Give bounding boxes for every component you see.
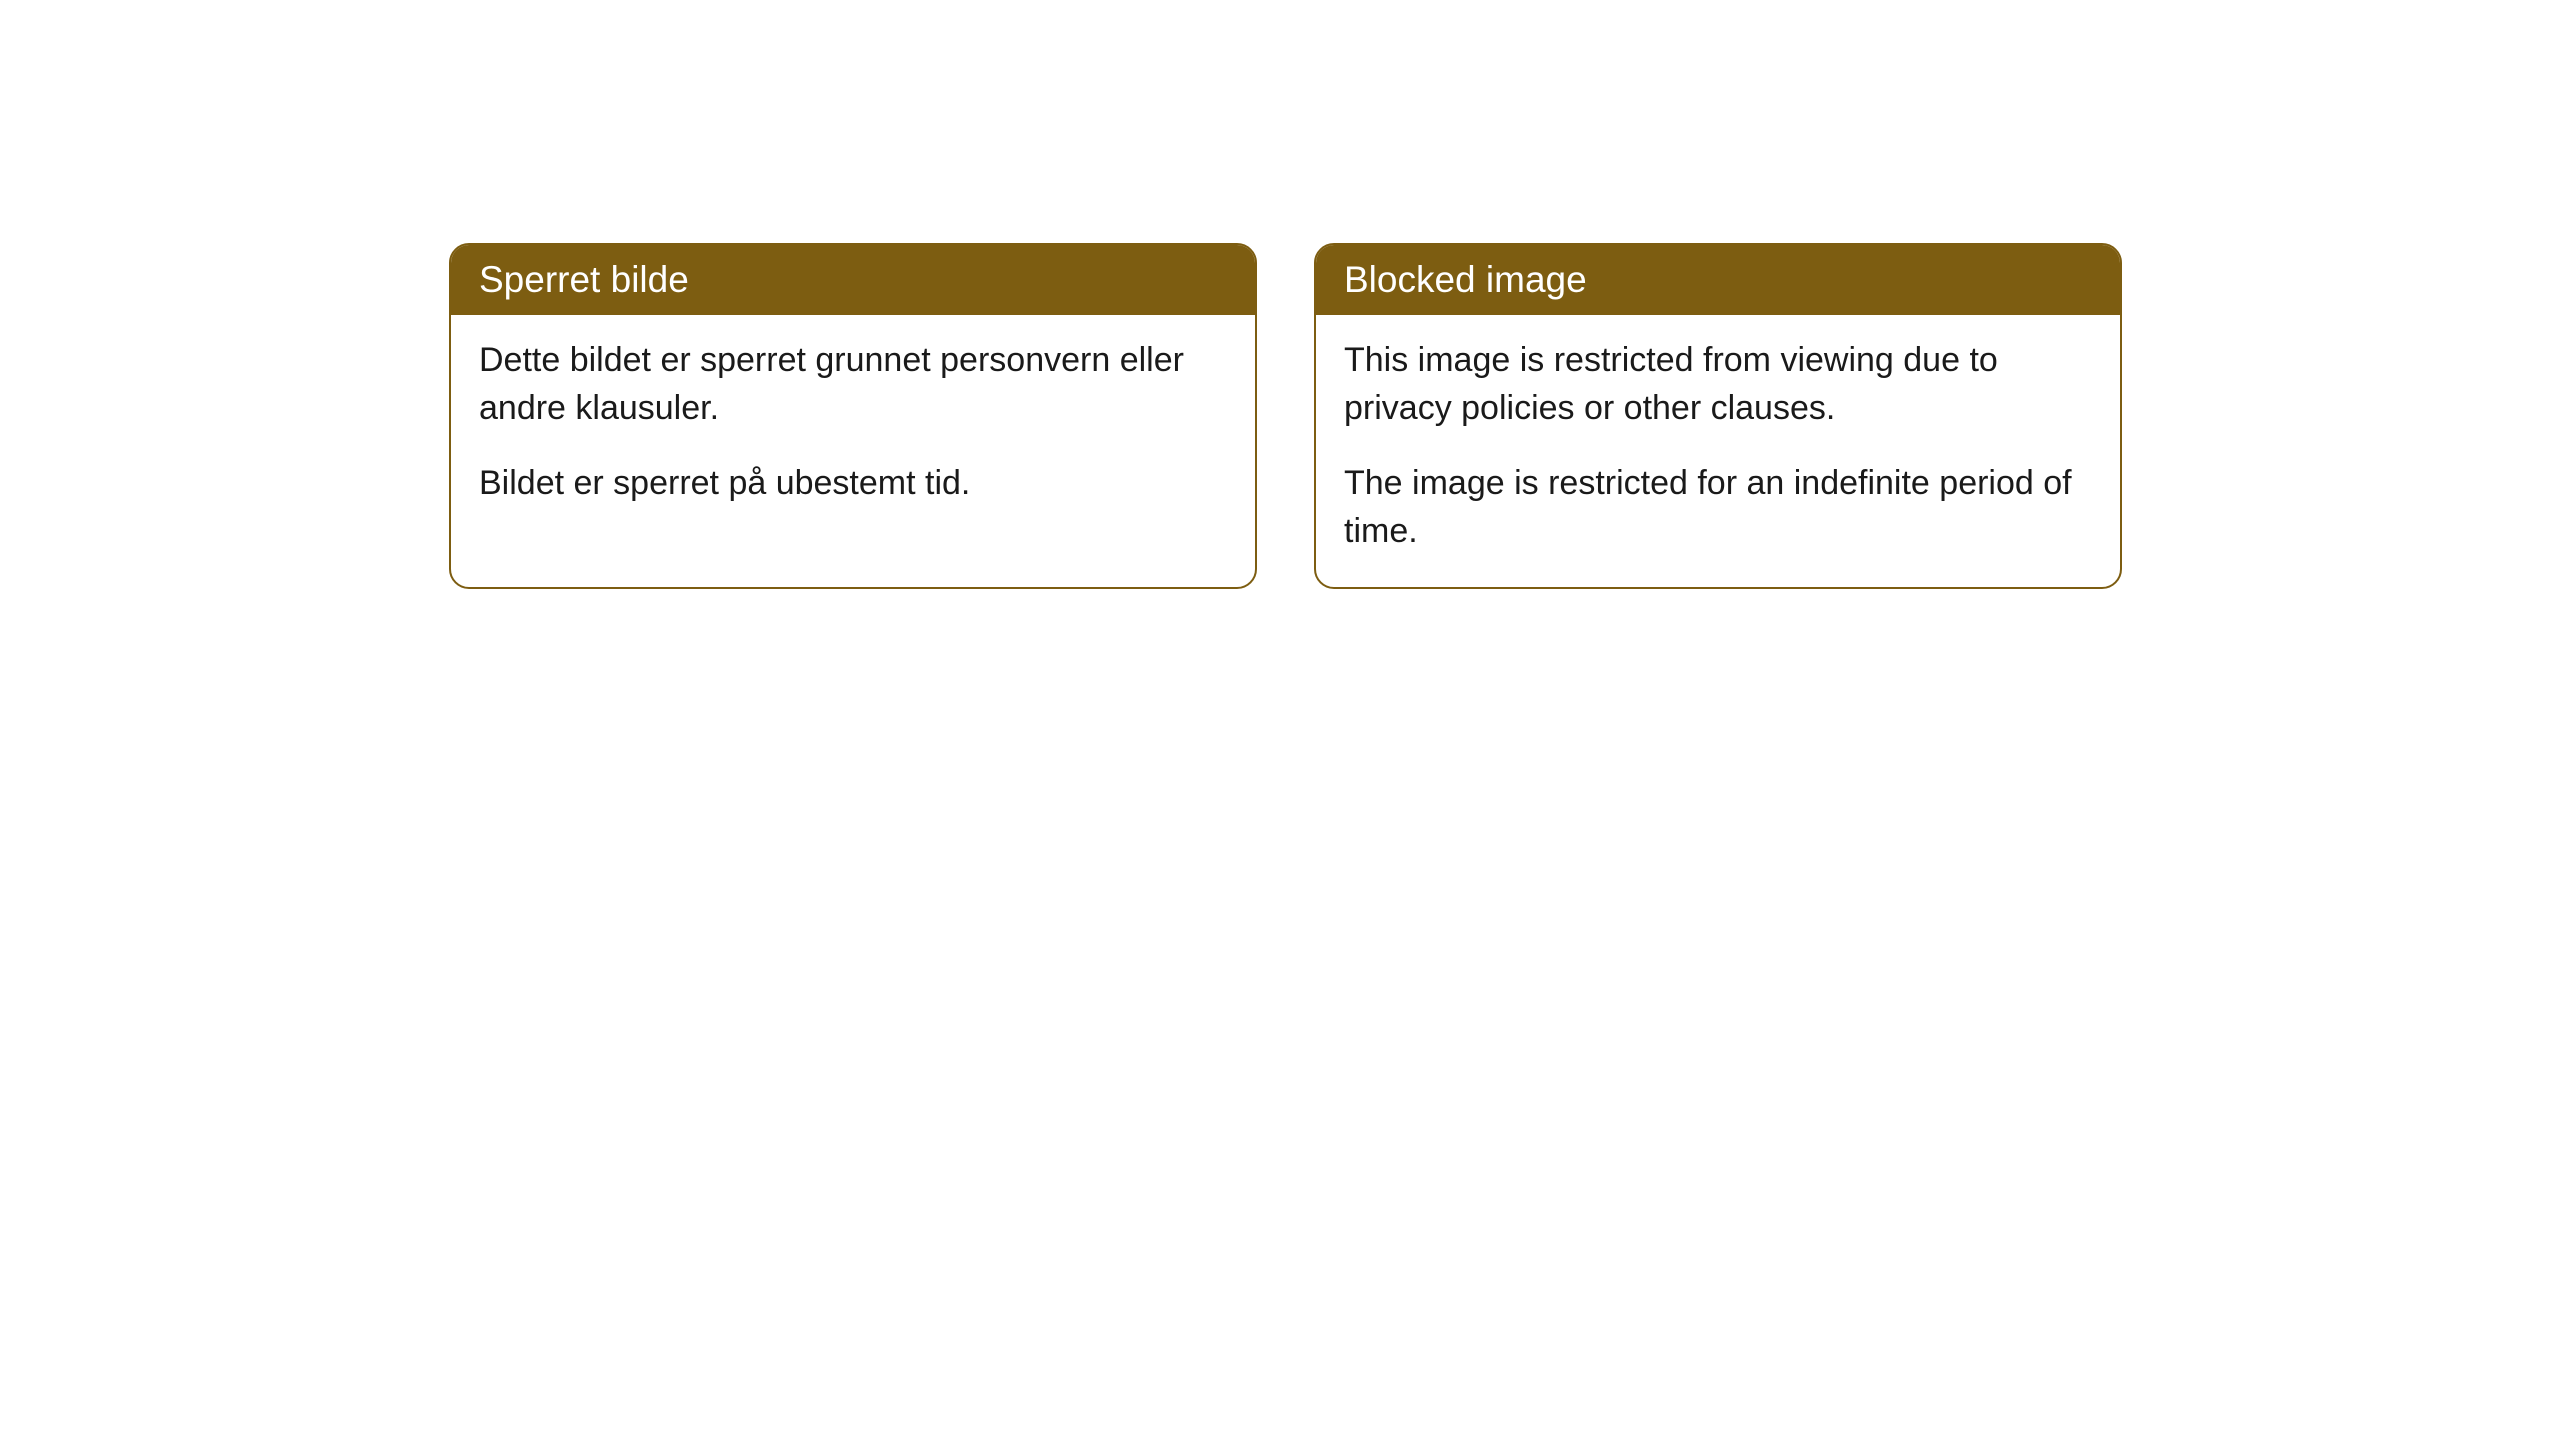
card-header-norwegian: Sperret bilde [451, 245, 1255, 315]
card-title-english: Blocked image [1344, 259, 1587, 300]
notice-cards-container: Sperret bilde Dette bildet er sperret gr… [449, 243, 2122, 589]
card-paragraph-1-norwegian: Dette bildet er sperret grunnet personve… [479, 337, 1227, 432]
card-header-english: Blocked image [1316, 245, 2120, 315]
card-paragraph-1-english: This image is restricted from viewing du… [1344, 337, 2092, 432]
card-paragraph-2-norwegian: Bildet er sperret på ubestemt tid. [479, 460, 1227, 508]
card-body-norwegian: Dette bildet er sperret grunnet personve… [451, 315, 1255, 540]
card-title-norwegian: Sperret bilde [479, 259, 689, 300]
blocked-image-card-norwegian: Sperret bilde Dette bildet er sperret gr… [449, 243, 1257, 589]
card-body-english: This image is restricted from viewing du… [1316, 315, 2120, 587]
card-paragraph-2-english: The image is restricted for an indefinit… [1344, 460, 2092, 555]
blocked-image-card-english: Blocked image This image is restricted f… [1314, 243, 2122, 589]
